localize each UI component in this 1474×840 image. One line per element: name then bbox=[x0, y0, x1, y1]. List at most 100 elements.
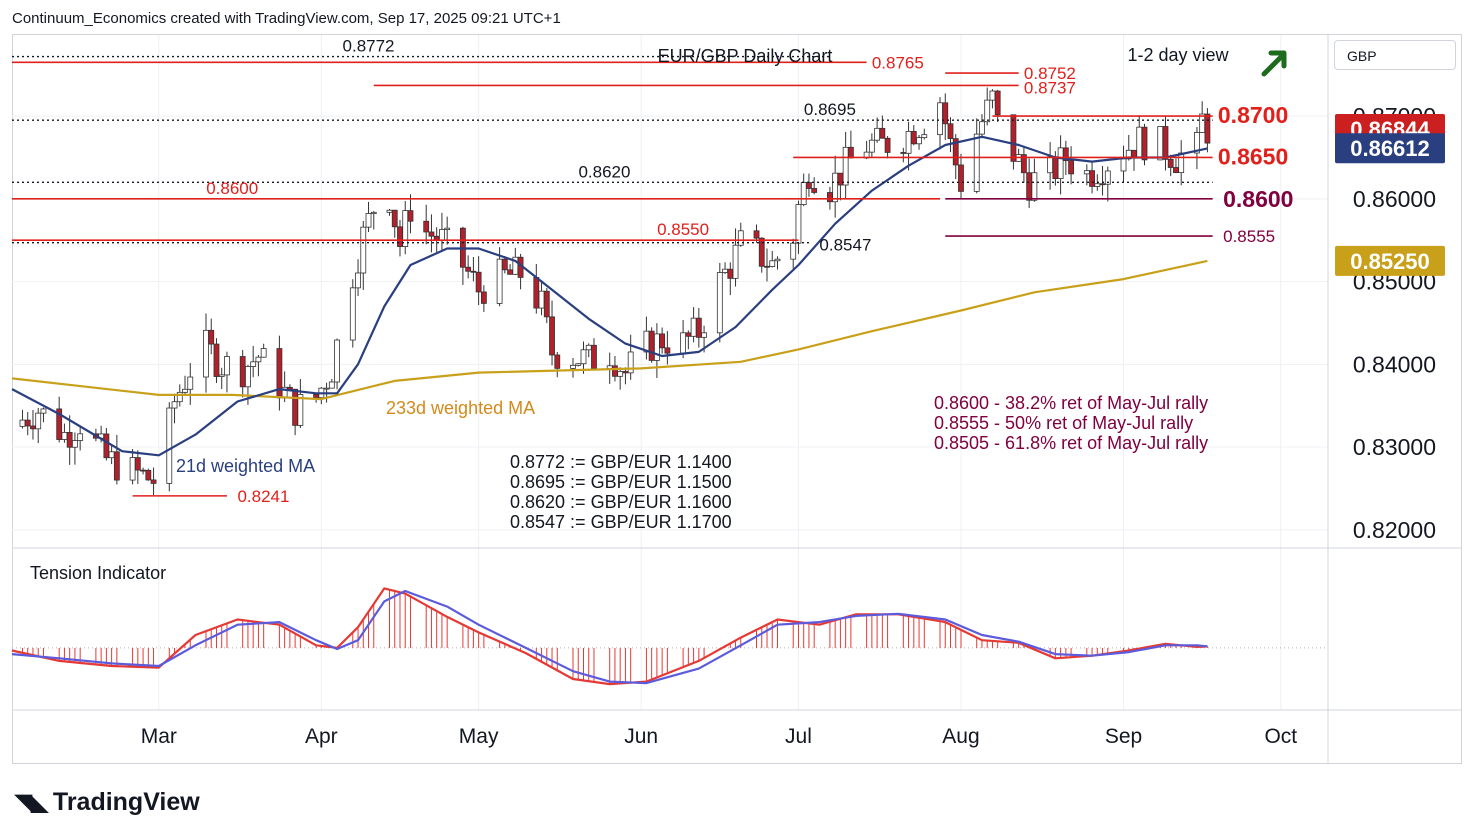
candle-body bbox=[737, 230, 744, 246]
candle-body bbox=[171, 401, 178, 409]
candle-body bbox=[795, 204, 802, 244]
candle-body bbox=[439, 229, 445, 241]
level-label-0.8772: 0.8772 bbox=[343, 37, 395, 56]
candle-body bbox=[1167, 158, 1174, 168]
candle-body bbox=[134, 457, 141, 471]
time-tick-label: Sep bbox=[1105, 725, 1142, 748]
candle-body bbox=[585, 344, 592, 351]
candle-body bbox=[1136, 126, 1143, 158]
candle-body bbox=[769, 260, 776, 267]
candle-body bbox=[1057, 147, 1064, 179]
candle-body bbox=[989, 90, 996, 101]
candle-body bbox=[868, 139, 875, 153]
candle-body bbox=[910, 131, 917, 145]
candle-body bbox=[507, 269, 513, 275]
time-tick-label: Aug bbox=[942, 725, 979, 748]
currency-button[interactable]: GBP bbox=[1334, 40, 1456, 70]
candle-body bbox=[764, 265, 770, 268]
candle-body bbox=[617, 371, 624, 377]
candle-body bbox=[355, 272, 361, 289]
candle-body bbox=[423, 220, 430, 233]
candle-body bbox=[480, 291, 487, 304]
tradingview-mark-icon: ◥◣ bbox=[14, 789, 49, 816]
candle-body bbox=[701, 332, 707, 338]
candle-body bbox=[370, 211, 377, 214]
level-label-0.8737: 0.8737 bbox=[1024, 78, 1076, 97]
candle-body bbox=[842, 146, 849, 186]
equivalence-note: 0.8547 := GBP/EUR 1.1700 bbox=[510, 512, 732, 532]
level-label-0.8600: 0.8600 bbox=[206, 179, 258, 198]
level-label-0.8765: 0.8765 bbox=[872, 53, 924, 72]
level-label-0.8752: 0.8752 bbox=[1024, 64, 1076, 83]
tradingview-logo[interactable]: ◥◣ TradingView bbox=[14, 788, 200, 817]
time-tick-label: Apr bbox=[305, 725, 338, 748]
tension-red-line bbox=[11, 587, 1208, 686]
candle-body bbox=[659, 333, 666, 349]
level-label-0.8600b: 0.8600 bbox=[1223, 186, 1293, 212]
candle-body bbox=[19, 419, 26, 427]
candle-body bbox=[397, 226, 403, 247]
equivalence-note: 0.8772 := GBP/EUR 1.1400 bbox=[510, 452, 732, 472]
candle-body bbox=[72, 440, 78, 448]
candle-body bbox=[884, 137, 891, 153]
candle-body bbox=[145, 469, 152, 481]
candle-body bbox=[407, 210, 414, 222]
candle-body bbox=[360, 226, 367, 274]
candle-body bbox=[664, 347, 671, 354]
candle-body bbox=[800, 182, 807, 205]
level-label-0.8550: 0.8550 bbox=[657, 220, 709, 239]
level-label-0.8555: 0.8555 bbox=[1223, 227, 1275, 246]
candle-body bbox=[1068, 160, 1074, 175]
candle-body bbox=[942, 102, 949, 125]
ma233-label: 233d weighted MA bbox=[386, 398, 535, 418]
candle-body bbox=[129, 457, 136, 481]
candle-body bbox=[292, 388, 299, 426]
level-label-0.8241: 0.8241 bbox=[237, 487, 289, 506]
candle-body bbox=[643, 330, 650, 353]
candle-body bbox=[1021, 154, 1027, 174]
candle-body bbox=[722, 268, 728, 273]
candle-body bbox=[501, 258, 508, 271]
candle-body bbox=[916, 137, 922, 145]
candle-body bbox=[213, 343, 220, 377]
candle-body bbox=[391, 209, 398, 228]
time-tick-label: Oct bbox=[1264, 725, 1297, 748]
candle-body bbox=[832, 172, 839, 203]
candle-body bbox=[695, 317, 702, 338]
candle-body bbox=[35, 412, 42, 430]
chart-credit: Continuum_Economics created with Trading… bbox=[12, 10, 561, 27]
time-tick-label: Jul bbox=[785, 725, 812, 748]
candle-body bbox=[475, 271, 482, 293]
candle-body bbox=[753, 230, 760, 239]
candle-body bbox=[444, 227, 451, 230]
candle-body bbox=[245, 366, 251, 388]
candle-body bbox=[224, 356, 230, 376]
candle-body bbox=[973, 133, 980, 192]
equivalence-note: 0.8620 := GBP/EUR 1.1600 bbox=[510, 492, 732, 512]
candle-body bbox=[470, 270, 477, 273]
candle-body bbox=[549, 316, 555, 356]
candle-body bbox=[1173, 167, 1179, 174]
candle-body bbox=[24, 419, 31, 427]
candle-body bbox=[150, 479, 157, 484]
ma233-line bbox=[11, 259, 1208, 401]
candle-body bbox=[250, 361, 257, 367]
time-tick-label: Mar bbox=[141, 725, 177, 748]
candle-body bbox=[575, 363, 582, 366]
retracement-note: 0.8555 - 50% ret of May-Jul rally bbox=[934, 413, 1193, 433]
ma21-label: 21d weighted MA bbox=[176, 456, 315, 476]
candle-body bbox=[30, 425, 36, 430]
candle-body bbox=[496, 258, 503, 304]
candle-body bbox=[182, 388, 188, 393]
price-tag-bg bbox=[1335, 245, 1445, 276]
retracement-note: 0.8600 - 38.2% ret of May-Jul rally bbox=[934, 393, 1208, 413]
candle-body bbox=[900, 152, 907, 154]
candle-body bbox=[1094, 183, 1101, 187]
candle-body bbox=[612, 365, 618, 377]
price-tick-label: 0.82000 bbox=[1353, 517, 1436, 543]
candle-body bbox=[1141, 126, 1148, 161]
tension-blue-line bbox=[11, 589, 1208, 685]
candle-body bbox=[811, 188, 818, 193]
view-label: 1-2 day view bbox=[1127, 45, 1229, 65]
